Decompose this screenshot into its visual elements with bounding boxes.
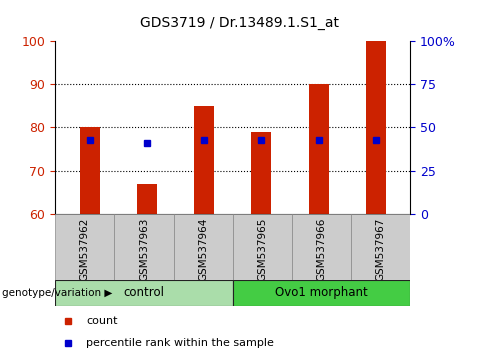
Text: control: control [123, 286, 165, 299]
Bar [351, 214, 410, 280]
Text: genotype/variation ▶: genotype/variation ▶ [2, 288, 113, 298]
Text: count: count [86, 316, 118, 326]
Bar [137, 184, 157, 214]
Text: GSM537967: GSM537967 [376, 217, 386, 281]
Bar [55, 280, 233, 306]
Text: Ovo1 morphant: Ovo1 morphant [275, 286, 368, 299]
Bar [252, 132, 272, 214]
Bar [366, 41, 386, 214]
Bar [55, 214, 114, 280]
Text: GDS3719 / Dr.13489.1.S1_at: GDS3719 / Dr.13489.1.S1_at [141, 16, 339, 30]
Bar [114, 214, 174, 280]
Bar [233, 214, 292, 280]
Text: percentile rank within the sample: percentile rank within the sample [86, 338, 274, 348]
Text: GSM537966: GSM537966 [317, 217, 326, 281]
Bar [194, 106, 214, 214]
Text: GSM537964: GSM537964 [198, 217, 208, 281]
Text: GSM537965: GSM537965 [257, 217, 267, 281]
Bar [309, 84, 329, 214]
Bar [174, 214, 233, 280]
Bar [292, 214, 351, 280]
Text: GSM537963: GSM537963 [139, 217, 149, 281]
Text: GSM537962: GSM537962 [80, 217, 90, 281]
Bar [80, 127, 100, 214]
Bar [233, 280, 410, 306]
